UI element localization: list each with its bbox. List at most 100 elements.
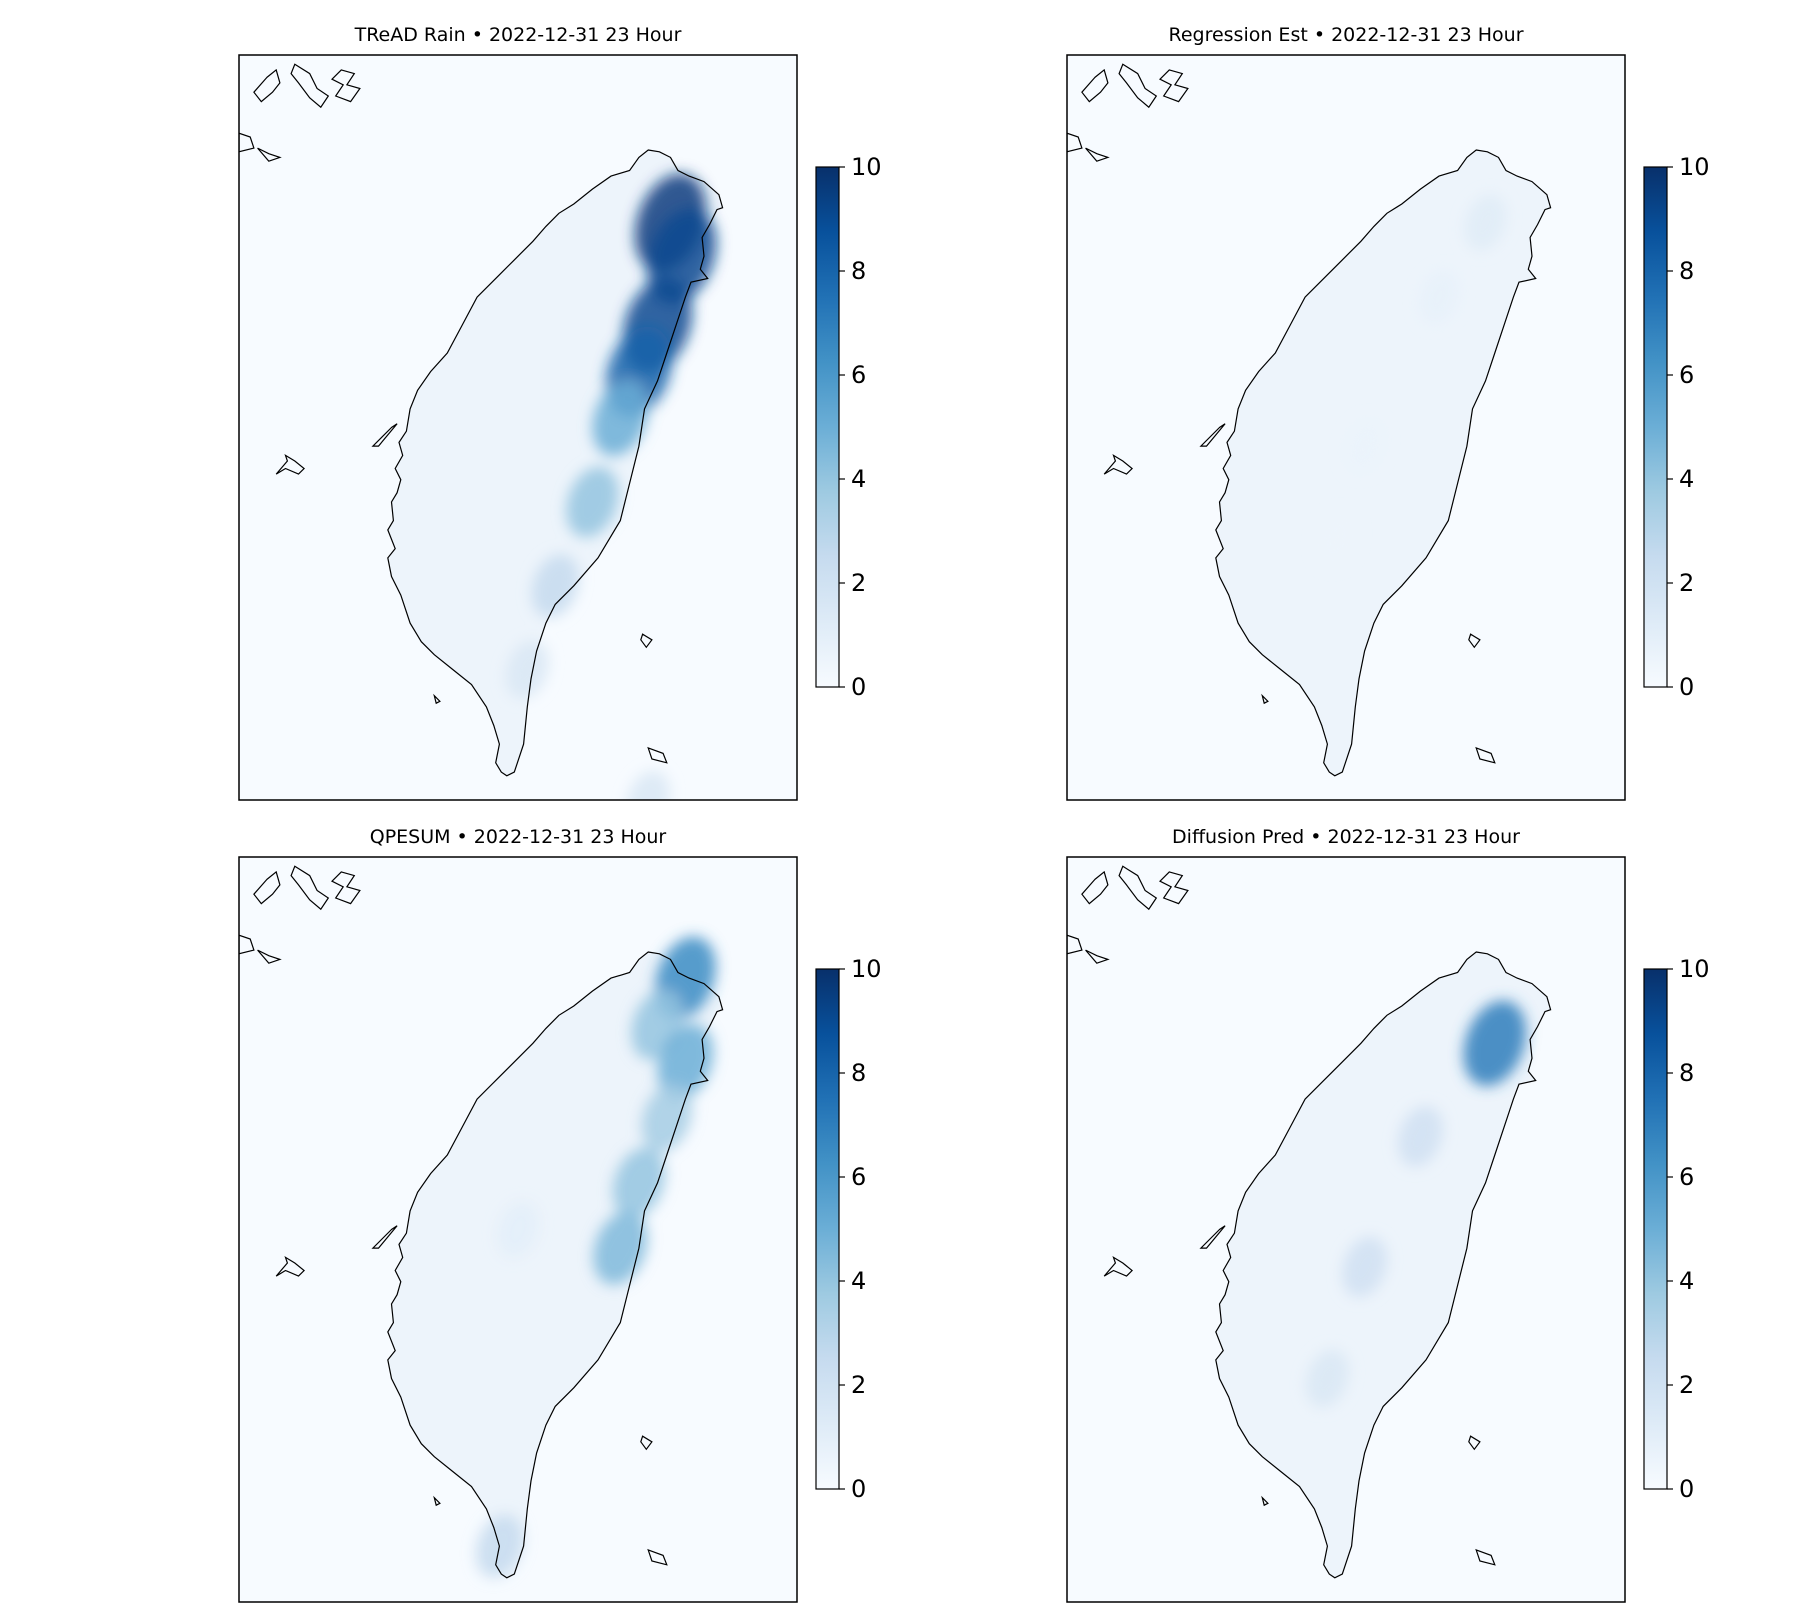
rain-cell	[1316, 512, 1357, 566]
coastline-island	[275, 454, 305, 475]
coastline-island	[647, 1548, 668, 1566]
map-frame	[1066, 856, 1626, 1603]
rain-cell	[592, 380, 649, 456]
colorbar-gradient	[1643, 166, 1668, 688]
colorbar-gradient	[1643, 968, 1668, 1490]
rain-field	[387, 936, 723, 1578]
colorbar-tick-label: 4	[1679, 1267, 1694, 1295]
colorbar: 0 2 4 6 8 10	[1643, 153, 1710, 701]
coastline-island	[640, 633, 653, 649]
coastline-island	[1118, 63, 1158, 109]
coastline-island	[1067, 934, 1083, 955]
land-fill	[387, 952, 723, 1578]
coastline-taiwan	[387, 951, 724, 1579]
map-panel: QPESUM • 2022-12-31 23 Hour 0 2 4 6 8 10	[238, 826, 882, 1603]
coastline-island	[1081, 68, 1109, 103]
colorbar-tick-label: 10	[851, 955, 882, 983]
coastline-island	[1199, 1225, 1226, 1249]
map-panel: Regression Est • 2022-12-31 23 Hour 0 2 4 6 8…	[1066, 24, 1710, 801]
panel-title: Regression Est • 2022-12-31 23 Hour	[1168, 24, 1523, 46]
colorbar: 0 2 4 6 8 10	[1643, 955, 1710, 1503]
rain-cell	[641, 1083, 693, 1152]
rain-cell	[531, 554, 579, 618]
coastline-island	[371, 423, 398, 447]
colorbar-tick-label: 6	[851, 361, 866, 389]
coastline-island	[1468, 633, 1481, 649]
coastline-island	[433, 693, 441, 705]
colorbar-tick-label: 8	[851, 257, 866, 285]
coastline-island	[640, 1435, 653, 1451]
land-fill	[1215, 150, 1551, 776]
coastline-island	[1118, 865, 1158, 911]
rain-cell	[566, 466, 619, 538]
colorbar-gradient	[815, 968, 840, 1490]
colorbar-tick-label: 2	[851, 1371, 866, 1399]
colorbar-tick-label: 0	[851, 673, 866, 701]
colorbar-tick-label: 6	[1679, 361, 1694, 389]
colorbar-tick-label: 0	[851, 1475, 866, 1503]
coastline-island	[371, 1225, 398, 1249]
map-panel: Diffusion Pred • 2022-12-31 23 Hour 0 2 4 6 8…	[1066, 826, 1710, 1603]
coastline-island	[1067, 132, 1083, 153]
coastline-island	[433, 1495, 441, 1507]
rain-cell	[657, 1024, 714, 1100]
coastline-island	[275, 1256, 305, 1277]
colorbar-tick-label: 4	[851, 465, 866, 493]
colorbar-tick-label: 8	[851, 1059, 866, 1087]
coastline-taiwan	[387, 149, 724, 777]
colorbar-gradient	[815, 166, 840, 688]
colorbar-tick-label: 2	[851, 569, 866, 597]
colorbar: 0 2 4 6 8 10	[815, 955, 882, 1503]
colorbar-tick-label: 4	[851, 1267, 866, 1295]
coastline-island	[1199, 423, 1226, 447]
coastline-taiwan	[1215, 149, 1552, 777]
coastline-island	[257, 949, 282, 964]
colorbar-tick-label: 4	[1679, 465, 1694, 493]
map-frame	[238, 54, 798, 801]
colorbar-tick-label: 6	[1679, 1163, 1694, 1191]
coastline-island	[330, 871, 361, 905]
coastline-island	[290, 63, 330, 109]
colorbar-tick-label: 0	[1679, 1475, 1694, 1503]
panel-title: Diffusion Pred • 2022-12-31 23 Hour	[1172, 826, 1520, 848]
rain-cell	[1344, 419, 1385, 473]
coastline-island	[1261, 693, 1269, 705]
coastline-island	[330, 69, 361, 103]
coastline-island	[257, 147, 282, 162]
coastline-island	[1103, 454, 1133, 475]
colorbar-tick-label: 10	[1679, 153, 1710, 181]
rain-cell	[505, 640, 550, 699]
rain-cell	[1463, 1000, 1527, 1087]
rain-cell	[612, 1147, 665, 1219]
coastline-island	[239, 132, 255, 153]
colorbar-tick-label: 10	[851, 153, 882, 181]
colorbar-tick-label: 10	[1679, 955, 1710, 983]
coastline-island	[239, 934, 255, 955]
map-panel: TReAD Rain • 2022-12-31 23 Hour 0 2 4 6 8 10	[238, 24, 882, 801]
coastline-island	[1261, 1495, 1269, 1507]
colorbar-tick-label: 2	[1679, 1371, 1694, 1399]
rain-cell	[1464, 194, 1507, 251]
rain-cell	[1342, 1236, 1388, 1298]
rain-cell	[497, 1201, 539, 1258]
coastline-island	[1103, 1256, 1133, 1277]
coastline-island	[1085, 949, 1110, 964]
colorbar-tick-label: 8	[1679, 257, 1694, 285]
coastline-island	[647, 746, 668, 764]
colorbar-tick-label: 2	[1679, 569, 1694, 597]
colorbar-tick-label: 6	[851, 1163, 866, 1191]
map-frame	[1066, 54, 1626, 801]
coastline-island	[1158, 69, 1189, 103]
coastline-taiwan	[1215, 951, 1552, 1579]
coastline-island	[1081, 870, 1109, 905]
panel-title: QPESUM • 2022-12-31 23 Hour	[370, 826, 667, 848]
colorbar-tick-label: 8	[1679, 1059, 1694, 1087]
panel-title: TReAD Rain • 2022-12-31 23 Hour	[354, 24, 682, 46]
rain-field	[1215, 150, 1551, 776]
rain-field	[1215, 952, 1551, 1578]
rain-cell	[1305, 1349, 1350, 1408]
map-frame	[238, 856, 798, 1603]
coastline-island	[253, 68, 281, 103]
coastline-island	[290, 865, 330, 911]
